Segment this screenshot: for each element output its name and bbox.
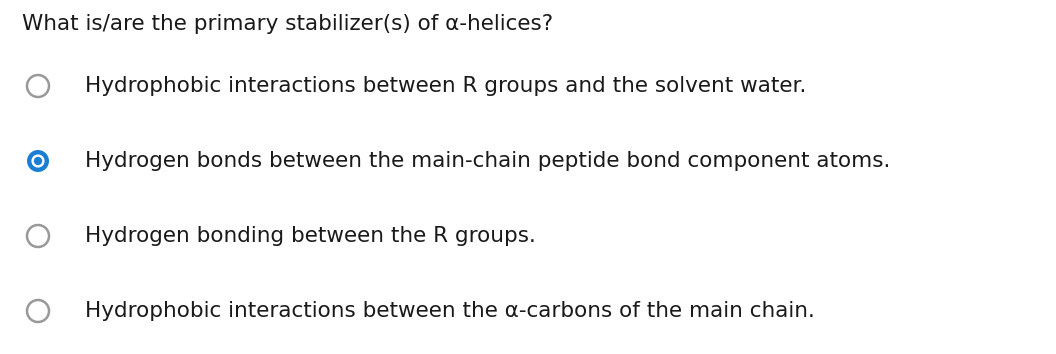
- Text: Hydrophobic interactions between the α-carbons of the main chain.: Hydrophobic interactions between the α-c…: [84, 301, 815, 321]
- Text: Hydrogen bonding between the R groups.: Hydrogen bonding between the R groups.: [84, 226, 535, 246]
- Text: Hydrogen bonds between the main-chain peptide bond component atoms.: Hydrogen bonds between the main-chain pe…: [84, 151, 890, 171]
- Circle shape: [27, 150, 49, 172]
- Circle shape: [32, 154, 44, 167]
- Text: What is/are the primary stabilizer(s) of α-helices?: What is/are the primary stabilizer(s) of…: [22, 14, 553, 34]
- Circle shape: [34, 157, 42, 165]
- Text: Hydrophobic interactions between R groups and the solvent water.: Hydrophobic interactions between R group…: [84, 76, 807, 96]
